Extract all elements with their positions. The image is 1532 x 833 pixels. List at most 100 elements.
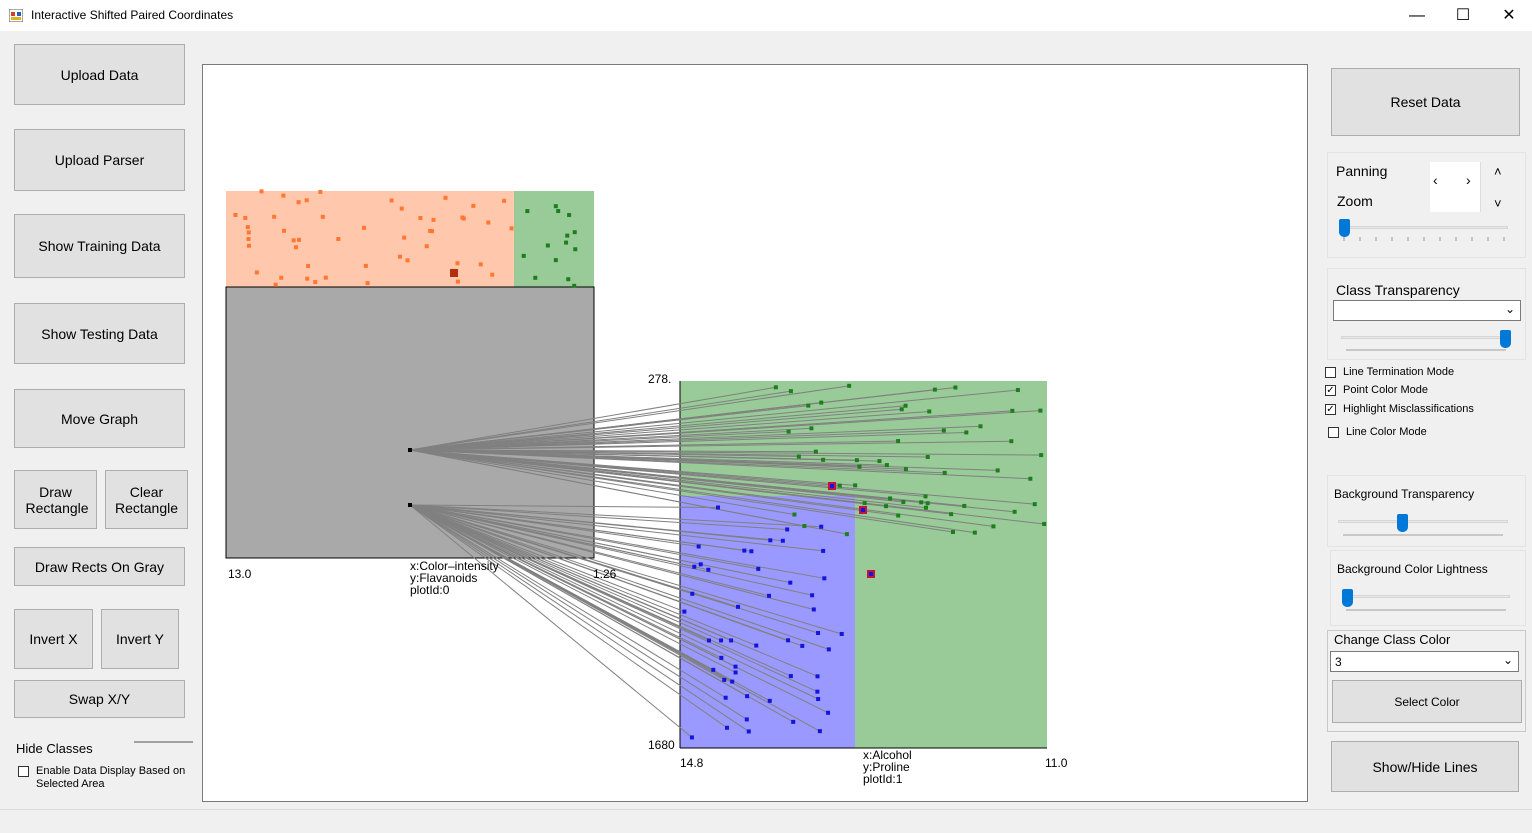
connection-line — [409, 449, 880, 462]
invert-y-button[interactable]: Invert Y — [101, 609, 179, 669]
class2-point — [853, 483, 858, 488]
class2-point — [802, 524, 807, 529]
class-transparency-track[interactable] — [1341, 336, 1511, 339]
bg-transparency-thumb[interactable] — [1396, 514, 1408, 532]
class2-point — [923, 505, 928, 510]
connection-line — [409, 410, 930, 451]
plot0-anchor-point — [408, 503, 412, 507]
class1-point — [279, 275, 284, 280]
class3-point — [733, 664, 738, 669]
class2-point — [533, 275, 538, 280]
connection-line — [409, 504, 822, 528]
pan-up-icon[interactable]: ˄ — [1494, 164, 1502, 179]
connection-line — [409, 504, 722, 641]
highlight-misclassifications-label: Highlight Misclassifications — [1343, 403, 1474, 415]
zoom-slider-track[interactable] — [1342, 226, 1508, 229]
invert-x-button[interactable]: Invert X — [14, 609, 93, 669]
select-color-button[interactable]: Select Color — [1332, 680, 1522, 723]
reset-data-button[interactable]: Reset Data — [1331, 68, 1520, 136]
show-hide-lines-button[interactable]: Show/Hide Lines — [1331, 741, 1519, 792]
plot1-x-max-label: 11.0 — [1045, 756, 1068, 770]
show-training-data-button[interactable]: Show Training Data — [14, 214, 185, 278]
class1-point — [282, 228, 287, 233]
bg-transparency-label: Background Transparency — [1334, 487, 1475, 501]
connection-line — [409, 389, 1018, 451]
class2-point — [1038, 408, 1043, 413]
upload-data-button[interactable]: Upload Data — [14, 44, 185, 105]
class3-point — [729, 638, 734, 643]
class1-point — [455, 261, 460, 266]
point-color-checkbox[interactable]: ✓ — [1325, 385, 1336, 396]
draw-rectangle-button[interactable]: Draw Rectangle — [14, 470, 97, 529]
class1-point — [323, 275, 328, 280]
show-training-label: Show Training Data — [38, 238, 161, 254]
bg-transparency-track[interactable] — [1338, 520, 1508, 523]
class3-point — [822, 576, 827, 581]
swap-xy-label: Swap X/Y — [68, 691, 131, 707]
bg-lightness-thumb[interactable] — [1342, 589, 1353, 607]
bg-transparency-panel — [1327, 475, 1526, 547]
class3-point — [719, 638, 724, 643]
connection-line — [409, 504, 814, 610]
class3-point — [780, 538, 785, 543]
pan-left-icon[interactable]: ‹ — [1433, 172, 1438, 188]
class-transparency-select[interactable]: ⌄ — [1333, 300, 1521, 321]
class2-point — [521, 253, 526, 258]
minimize-icon[interactable]: — — [1409, 7, 1425, 24]
class-select[interactable]: 3 ⌄ — [1330, 651, 1519, 672]
connection-line — [409, 504, 726, 699]
class3-point — [810, 593, 815, 598]
connection-line — [409, 504, 748, 720]
plot-canvas[interactable]: 13.0 1.26 x:Color–intensity y:Flavanoids plo… — [202, 64, 1308, 802]
class1-point — [478, 262, 483, 267]
swap-xy-button[interactable]: Swap X/Y — [14, 680, 185, 718]
connection-line — [409, 504, 819, 700]
class3-point — [742, 548, 747, 553]
class2-point — [925, 455, 930, 460]
enable-display-checkbox[interactable] — [18, 766, 29, 777]
invert-y-label: Invert Y — [116, 631, 164, 647]
class2-point — [809, 426, 814, 431]
line-color-checkbox[interactable] — [1328, 427, 1339, 438]
close-icon[interactable]: ✕ — [1502, 7, 1516, 24]
pan-right-icon[interactable]: › — [1466, 172, 1471, 188]
line-termination-checkbox[interactable] — [1325, 367, 1336, 378]
connection-line — [409, 504, 732, 641]
class2-point — [953, 385, 958, 390]
class3-point — [826, 710, 831, 715]
bg-lightness-label: Background Color Lightness — [1337, 562, 1488, 576]
clear-rectangle-button[interactable]: Clear Rectangle — [105, 470, 188, 529]
class3-point — [696, 544, 701, 549]
maximize-icon[interactable]: ☐ — [1455, 7, 1471, 24]
show-testing-data-button[interactable]: Show Testing Data — [14, 303, 185, 364]
misclassified-point-core — [830, 484, 834, 488]
bg-lightness-track[interactable] — [1342, 595, 1510, 598]
class3-point — [719, 655, 724, 660]
class2-point — [572, 230, 577, 235]
class2-point — [847, 383, 852, 388]
class3-point — [788, 674, 793, 679]
upload-parser-button[interactable]: Upload Parser — [14, 129, 185, 191]
class2-point — [903, 403, 908, 408]
class1-point — [405, 258, 410, 263]
class2-point — [525, 209, 530, 214]
move-graph-button[interactable]: Move Graph — [14, 389, 185, 448]
class-transparency-ticks — [1346, 349, 1506, 351]
connection-line — [409, 449, 904, 503]
highlight-misclassifications-checkbox[interactable]: ✓ — [1325, 404, 1336, 415]
class2-point — [942, 470, 947, 475]
connection-line — [409, 504, 748, 697]
class-transparency-thumb[interactable] — [1500, 330, 1511, 348]
window-title: Interactive Shifted Paired Coordinates — [31, 8, 234, 22]
class3-point — [725, 725, 730, 730]
plot-svg[interactable]: 13.0 1.26x:Color–intensityy:Flavanoidsplo… — [203, 65, 1307, 801]
class2-point — [949, 512, 954, 517]
class3-point — [736, 604, 741, 609]
pan-down-icon[interactable]: ˅ — [1494, 196, 1502, 211]
draw-rects-on-gray-button[interactable]: Draw Rects On Gray — [14, 547, 185, 586]
class1-point — [245, 225, 250, 230]
plot1-id-label: plotId:1 — [863, 772, 903, 786]
zoom-slider-thumb[interactable] — [1339, 219, 1350, 237]
plot0-x-attr-label: x:Color–intensity — [410, 559, 499, 573]
connection-line — [409, 504, 714, 671]
